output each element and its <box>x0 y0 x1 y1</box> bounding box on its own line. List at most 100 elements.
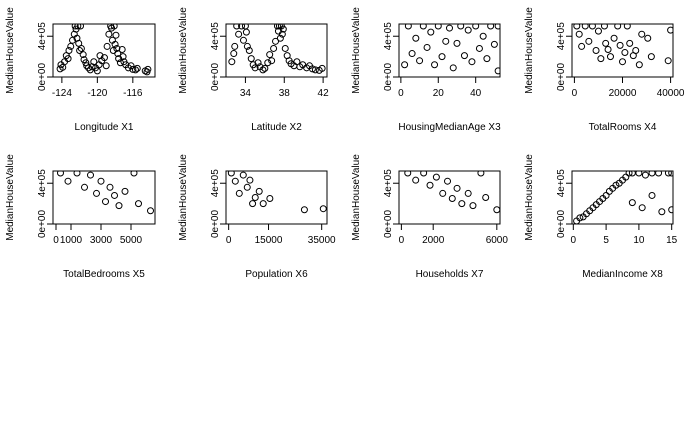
data-point <box>626 39 634 47</box>
y-axis-label: MedianHouseValue <box>351 7 362 94</box>
data-point <box>65 47 73 54</box>
data-point <box>97 177 105 185</box>
data-point <box>121 187 129 195</box>
data-point <box>482 194 490 201</box>
data-point <box>494 67 500 75</box>
data-point <box>84 64 92 72</box>
data-point <box>93 189 100 197</box>
plot-frame <box>571 170 674 225</box>
x-tick-label: 0 <box>53 235 59 246</box>
data-point <box>453 39 461 47</box>
data-point <box>594 27 602 35</box>
data-point <box>115 55 123 63</box>
data-point <box>278 30 286 38</box>
panel-5: 0 1000 3000 5000 0e+00 4e+05 TotalBedrooms X5 M… <box>5 154 156 280</box>
data-point <box>420 171 428 177</box>
data-point <box>578 42 586 50</box>
data-point <box>79 51 87 59</box>
data-point <box>475 44 483 52</box>
x-tick-label: 38 <box>279 88 291 99</box>
data-point <box>73 171 81 177</box>
x-axis-label: TotalRooms X4 <box>589 122 657 133</box>
point-group <box>227 171 327 214</box>
data-point <box>585 37 593 45</box>
x-tick-label: 1000 <box>60 235 83 246</box>
data-point <box>77 44 85 52</box>
data-point <box>628 199 636 207</box>
data-point <box>227 171 235 177</box>
data-point <box>472 24 480 30</box>
data-point <box>494 24 500 30</box>
x-axis-label: Households X7 <box>416 269 484 280</box>
data-point <box>268 57 276 65</box>
panel-7: 0 2000 6000 0e+00 4e+05 Households X7 MedianHo… <box>351 154 508 280</box>
plot-frame <box>398 170 501 225</box>
point-group <box>401 24 500 75</box>
y-axis-label: MedianHouseValue <box>5 154 16 241</box>
data-point <box>144 65 152 73</box>
data-point <box>130 171 138 177</box>
data-point <box>238 24 246 30</box>
data-point <box>93 67 101 75</box>
x-tick-label: 6000 <box>486 235 509 246</box>
data-point <box>621 49 629 57</box>
point-group <box>404 171 500 214</box>
data-point <box>412 34 420 42</box>
data-point <box>648 171 656 177</box>
x-tick-label: 5 <box>603 235 609 246</box>
data-point <box>404 24 412 30</box>
x-axis-label: TotalBedrooms X5 <box>63 269 145 280</box>
data-point <box>111 40 119 48</box>
data-point <box>273 24 281 30</box>
data-point <box>597 55 605 63</box>
data-point <box>64 55 72 63</box>
point-group <box>56 24 152 76</box>
y-tick-label: 0e+00 <box>37 210 48 239</box>
panel-3: 0 20 40 0e+00 4e+05 HousingMedianAge X3 Median… <box>351 7 501 133</box>
data-point <box>147 207 154 215</box>
data-point <box>133 64 141 72</box>
y-axis-label: MedianHouseValue <box>178 7 189 94</box>
data-point <box>71 24 79 30</box>
data-point <box>76 47 84 54</box>
data-point <box>423 43 431 51</box>
data-point <box>90 58 98 66</box>
data-point <box>102 62 110 70</box>
x-tick-label: 10 <box>633 235 645 246</box>
data-point <box>111 191 118 199</box>
data-point <box>404 171 412 177</box>
data-point <box>448 195 456 203</box>
data-point <box>664 171 672 177</box>
y-axis-label: MedianHouseValue <box>524 154 535 241</box>
data-point <box>439 189 447 197</box>
plot-frame <box>225 23 328 78</box>
data-point <box>458 200 466 208</box>
data-point <box>664 57 672 65</box>
data-point <box>127 62 135 70</box>
data-point <box>266 195 274 203</box>
data-point <box>635 171 643 177</box>
data-point <box>235 30 243 38</box>
y-tick-label: 0e+00 <box>383 210 394 239</box>
data-point <box>464 189 472 197</box>
data-point <box>453 184 461 192</box>
data-point <box>281 44 289 52</box>
data-point <box>266 51 274 59</box>
data-point <box>131 66 139 74</box>
data-point <box>644 34 652 42</box>
data-point <box>245 47 253 54</box>
data-point <box>638 30 646 38</box>
data-point <box>616 41 624 49</box>
x-tick-label: 0 <box>398 88 404 99</box>
data-point <box>457 24 465 30</box>
data-point <box>105 30 113 38</box>
data-point <box>668 206 673 214</box>
point-group <box>228 24 326 74</box>
point-group <box>573 24 673 69</box>
data-point <box>635 61 643 69</box>
data-point <box>110 24 118 30</box>
panel-8: 0 5 10 15 0e+00 4e+05 MedianIncome X8 MedianHou… <box>524 154 678 280</box>
plot-frame <box>225 170 328 225</box>
y-axis-label: MedianHouseValue <box>524 7 535 94</box>
data-point <box>655 171 663 177</box>
